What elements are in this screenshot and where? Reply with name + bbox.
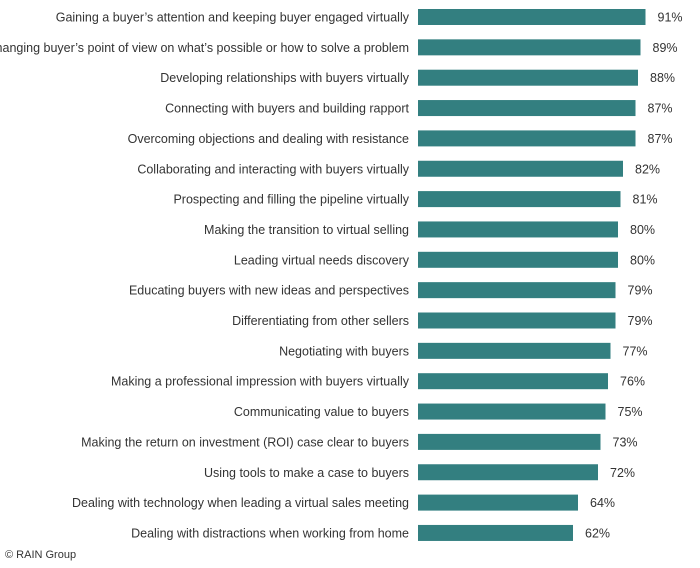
value-label: 77%	[623, 344, 648, 358]
category-label: Dealing with distractions when working f…	[131, 526, 409, 540]
bar-1	[418, 9, 646, 25]
category-label: Educating buyers with new ideas and pers…	[129, 284, 409, 298]
value-label: 91%	[658, 11, 683, 25]
category-label: Making the return on investment (ROI) ca…	[81, 435, 409, 449]
bar-15	[418, 433, 601, 450]
value-label: 79%	[628, 284, 653, 298]
value-label: 88%	[650, 71, 675, 85]
value-label: 81%	[633, 193, 658, 207]
bar-8	[418, 221, 618, 238]
category-label: Using tools to make a case to buyers	[204, 466, 409, 480]
bars-layer	[418, 9, 646, 541]
value-label: 72%	[610, 466, 635, 480]
category-label: Overcoming objections and dealing with r…	[128, 132, 409, 146]
bar-7	[418, 191, 621, 208]
category-label: Communicating value to buyers	[234, 405, 409, 419]
value-labels: 91% 89% 88% 87% 87% 82% 81% 80% 80% 79% 79% 77% 76% 7…	[585, 11, 683, 541]
bar-2	[418, 39, 641, 56]
value-label: 62%	[585, 526, 610, 540]
bar-14	[418, 403, 606, 420]
value-label: 82%	[635, 162, 660, 176]
category-label: Making a professional impression with bu…	[111, 375, 410, 389]
value-label: 87%	[648, 102, 673, 116]
category-label: Gaining a buyer’s attention and keeping …	[56, 11, 410, 25]
value-label: 80%	[630, 253, 655, 267]
value-label: 76%	[620, 375, 645, 389]
bar-13	[418, 373, 608, 390]
category-label: Developing relationships with buyers vir…	[160, 71, 409, 85]
bar-17	[418, 494, 578, 511]
copyright-text: © RAIN Group	[5, 549, 77, 561]
value-label: 64%	[590, 496, 615, 510]
bar-6	[418, 160, 623, 177]
bar-11	[418, 312, 616, 329]
value-label: 79%	[628, 314, 653, 328]
value-label: 87%	[648, 132, 673, 146]
category-label: Leading virtual needs discovery	[234, 253, 410, 267]
bar-10	[418, 282, 616, 299]
value-label: 75%	[618, 405, 643, 419]
bar-4	[418, 100, 636, 117]
category-label: Negotiating with buyers	[279, 344, 409, 358]
bar-12	[418, 342, 611, 359]
bar-5	[418, 130, 636, 147]
category-label: Differentiating from other sellers	[232, 314, 409, 328]
category-label: Connecting with buyers and building rapp…	[165, 102, 409, 116]
value-label: 80%	[630, 223, 655, 237]
bar-3	[418, 69, 638, 86]
bar-18	[418, 524, 573, 541]
category-labels: Gaining a buyer’s attention and keeping …	[0, 11, 410, 541]
value-label: 73%	[613, 435, 638, 449]
category-label: Changing buyer’s point of view on what’s…	[0, 41, 409, 55]
bar-16	[418, 464, 598, 481]
value-label: 89%	[653, 41, 678, 55]
bar-9	[418, 251, 618, 268]
category-label: Dealing with technology when leading a v…	[72, 496, 409, 510]
category-label: Collaborating and interacting with buyer…	[137, 162, 409, 176]
category-label: Making the transition to virtual selling	[204, 223, 409, 237]
category-label: Prospecting and filling the pipeline vir…	[173, 193, 409, 207]
